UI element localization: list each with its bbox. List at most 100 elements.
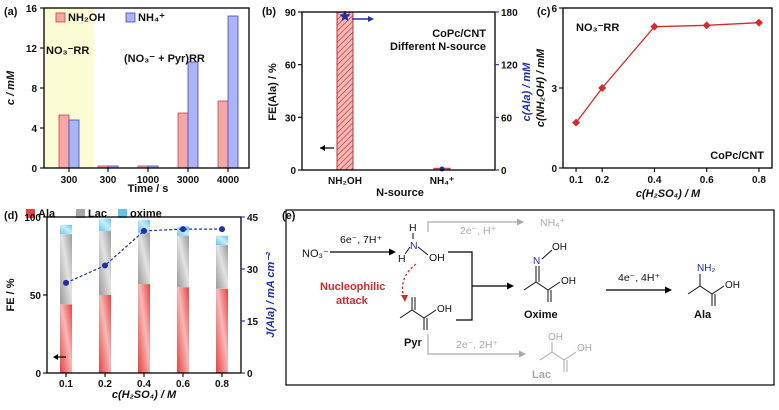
nh2oh-atom-h-top: H [409,222,417,234]
bar-oxime-4 [216,235,228,246]
panel-a-ticks: 300 300 1000 3000 4000 0 4 8 12 16 [26,4,240,186]
nh2oh-point-2 [650,22,659,31]
panel-d-ticks: 0.1 0.2 0.4 0.6 0.8 0 50 100 0 15 30 45 [24,213,258,390]
right-tick-label-3: 45 [247,213,259,224]
bar-nh2oh-0 [58,114,70,169]
x-tick-label-1: 300 [100,175,117,186]
pyr-atom-oh: OH [437,304,452,315]
bar-lac-3 [177,235,189,288]
x-tick-label-4: 0.8 [215,379,229,390]
nh2oh-bond-2 [417,246,429,256]
scheme-pyr-label: Pyr [404,337,422,349]
oxime-no-bond [541,249,553,260]
y-tick-label-1: 3 [551,84,557,95]
scheme-arrow-2-head [507,282,514,290]
panel-d-left-axis-label: FE / % [5,278,17,311]
scheme-attack-arrow-curve [401,263,417,299]
j-ala-dashed-line [65,228,222,284]
ala-atom-nh2: NH₂ [697,263,715,274]
scheme-step2-conditions: 4e⁻, 4H⁺ [618,272,660,284]
right-tick-label-2: 30 [247,265,259,276]
scheme-reactant-no3: NO₃⁻ [302,248,329,260]
oxime-structure: N OH OH Oxime [523,242,576,321]
bar-lac-0 [60,234,72,305]
c-ala-marker-0 [339,10,351,22]
scheme-side-bottom-conditions: 2e⁻, 2H⁺ [456,339,498,351]
right-tick-label-1: 60 [501,113,513,124]
group-label-no3-pyr-rr: (NO₃⁻ + Pyr)RR [124,53,205,65]
x-tick-label-2: 0.4 [137,379,151,390]
bar-oxime-1 [99,218,111,232]
scheme-arrow-1-head [389,248,396,256]
x-tick-label-0: 0.1 [569,175,583,186]
pyruvate-structure: OH Pyr [399,297,452,349]
scheme-side-arrow-bottom-head [519,350,526,358]
nh2oh-atom-oh: OH [429,252,445,264]
pyr-backbone [399,309,437,319]
alanine-structure: NH₂ OH Ala [687,263,740,321]
legend-swatch-nh2oh [55,12,66,23]
panel-c-y-axis-label: c(NH₂OH) / mM [535,48,547,127]
lac-backbone [539,351,577,361]
legend-label-nh2oh: NH₂OH [68,12,105,24]
scheme-ala-label: Ala [694,309,712,321]
panel-b-label: (b) [262,6,276,18]
j-ala-point-2 [141,227,147,234]
group-label-no3rr: NO₃⁻RR [46,45,89,57]
nh2oh-point-0 [572,118,581,127]
bar-oxime-0 [60,224,72,235]
right-axis-arrow-head [368,16,374,22]
y-tick-label-2: 8 [31,84,37,95]
j-ala-point-0 [63,279,69,286]
x-tick-label-4: 4000 [217,175,240,186]
lac-atom-oh: OH [548,332,563,343]
right-tick-label-0: 0 [247,369,253,380]
bar-ala-3 [177,287,189,373]
panel-a-bars [58,15,239,169]
nh2oh-point-1 [598,84,607,92]
panel-b-ticks: NH₂OH NH₄⁺ 0 30 60 90 0 60 120 180 [285,8,518,187]
panel-d-left-arrow-head [53,354,58,360]
panel-d-bars [60,218,228,373]
x-tick-label-3: 3000 [177,175,200,186]
panel-b: (b) NH₂OH NH₄⁺ 0 30 60 90 0 60 120 180 CoPc/CNT D… [262,6,533,199]
scheme-nucleophilic-label-1: Nucleophilic [320,281,385,293]
x-tick-label-0: 300 [61,175,78,186]
lactate-structure: OH OH Lac [532,332,592,381]
panel-d-label: (d) [4,210,18,222]
panel-b-annotation-nsource: Different N-source [390,41,486,53]
scheme-arrow-3-head [665,286,672,294]
c-ala-marker-1 [439,166,445,172]
legend-swatch-nh4 [125,12,136,23]
panel-d-right-axis-label: J(Ala) / mA cm⁻² [265,252,277,338]
x-tick-label-1: NH₄⁺ [430,176,455,187]
y-tick-label-4: 16 [26,4,38,15]
bar-lac-2 [138,232,150,285]
left-tick-label-1: 30 [285,113,297,124]
right-tick-label-3: 180 [501,8,518,19]
left-tick-label-2: 100 [24,213,41,224]
bar-nh2oh-4 [217,100,229,169]
scheme-nucleophilic-label-2: attack [336,295,369,307]
scheme-side-arrow-top-head [517,218,524,226]
scheme-oxime-label: Oxime [524,309,558,321]
scheme-step1-conditions: 6e⁻, 7H⁺ [340,234,382,246]
x-tick-label-0: 0.1 [59,379,73,390]
nh2oh-point-3 [702,21,711,30]
bar-nh4-4 [227,15,239,169]
bar-oxime-2 [138,220,150,233]
ala-atom-oh: OH [725,280,740,291]
bar-ala-2 [138,284,150,373]
panel-b-annotation-catalyst: CoPc/CNT [432,28,486,40]
panel-a: (a) 300 300 1000 3000 4000 0 4 8 12 16 NH₂OH NH₄⁺… [4,4,250,195]
legend-label-lac: Lac [88,208,107,220]
y-tick-label-1: 4 [31,124,37,135]
bar-ala-0 [60,304,72,373]
panel-b-axes-frame [301,11,496,171]
left-axis-arrow-head [320,145,325,151]
panel-e-label: (e) [282,210,296,222]
scheme-side-arrow-bottom-line [427,334,522,355]
scheme-side-top-conditions: 2e⁻, H⁺ [460,225,497,237]
y-tick-label-0: 0 [31,164,37,175]
legend-label-oxime: oxime [130,208,162,220]
